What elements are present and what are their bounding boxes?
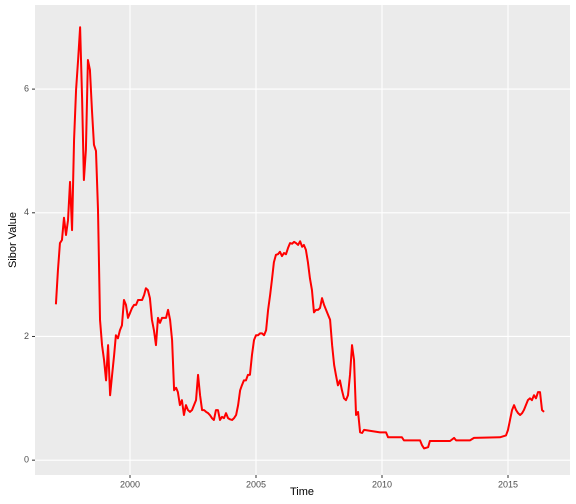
line: [54, 26, 545, 450]
y-tick-label: 0: [24, 455, 29, 465]
x-tick-label: 2005: [246, 479, 266, 489]
x-tick-label: 2000: [120, 479, 140, 489]
plot-background: [35, 5, 570, 475]
y-tick-label: 6: [24, 83, 29, 93]
y-tick-label: 2: [24, 331, 29, 341]
x-tick-label: 2015: [498, 479, 518, 489]
x-tick-label: 2010: [372, 479, 392, 489]
y-axis-title: Sibor Value: [7, 212, 19, 268]
x-axis-title: Time: [290, 486, 314, 498]
y-tick-label: 4: [24, 207, 29, 217]
